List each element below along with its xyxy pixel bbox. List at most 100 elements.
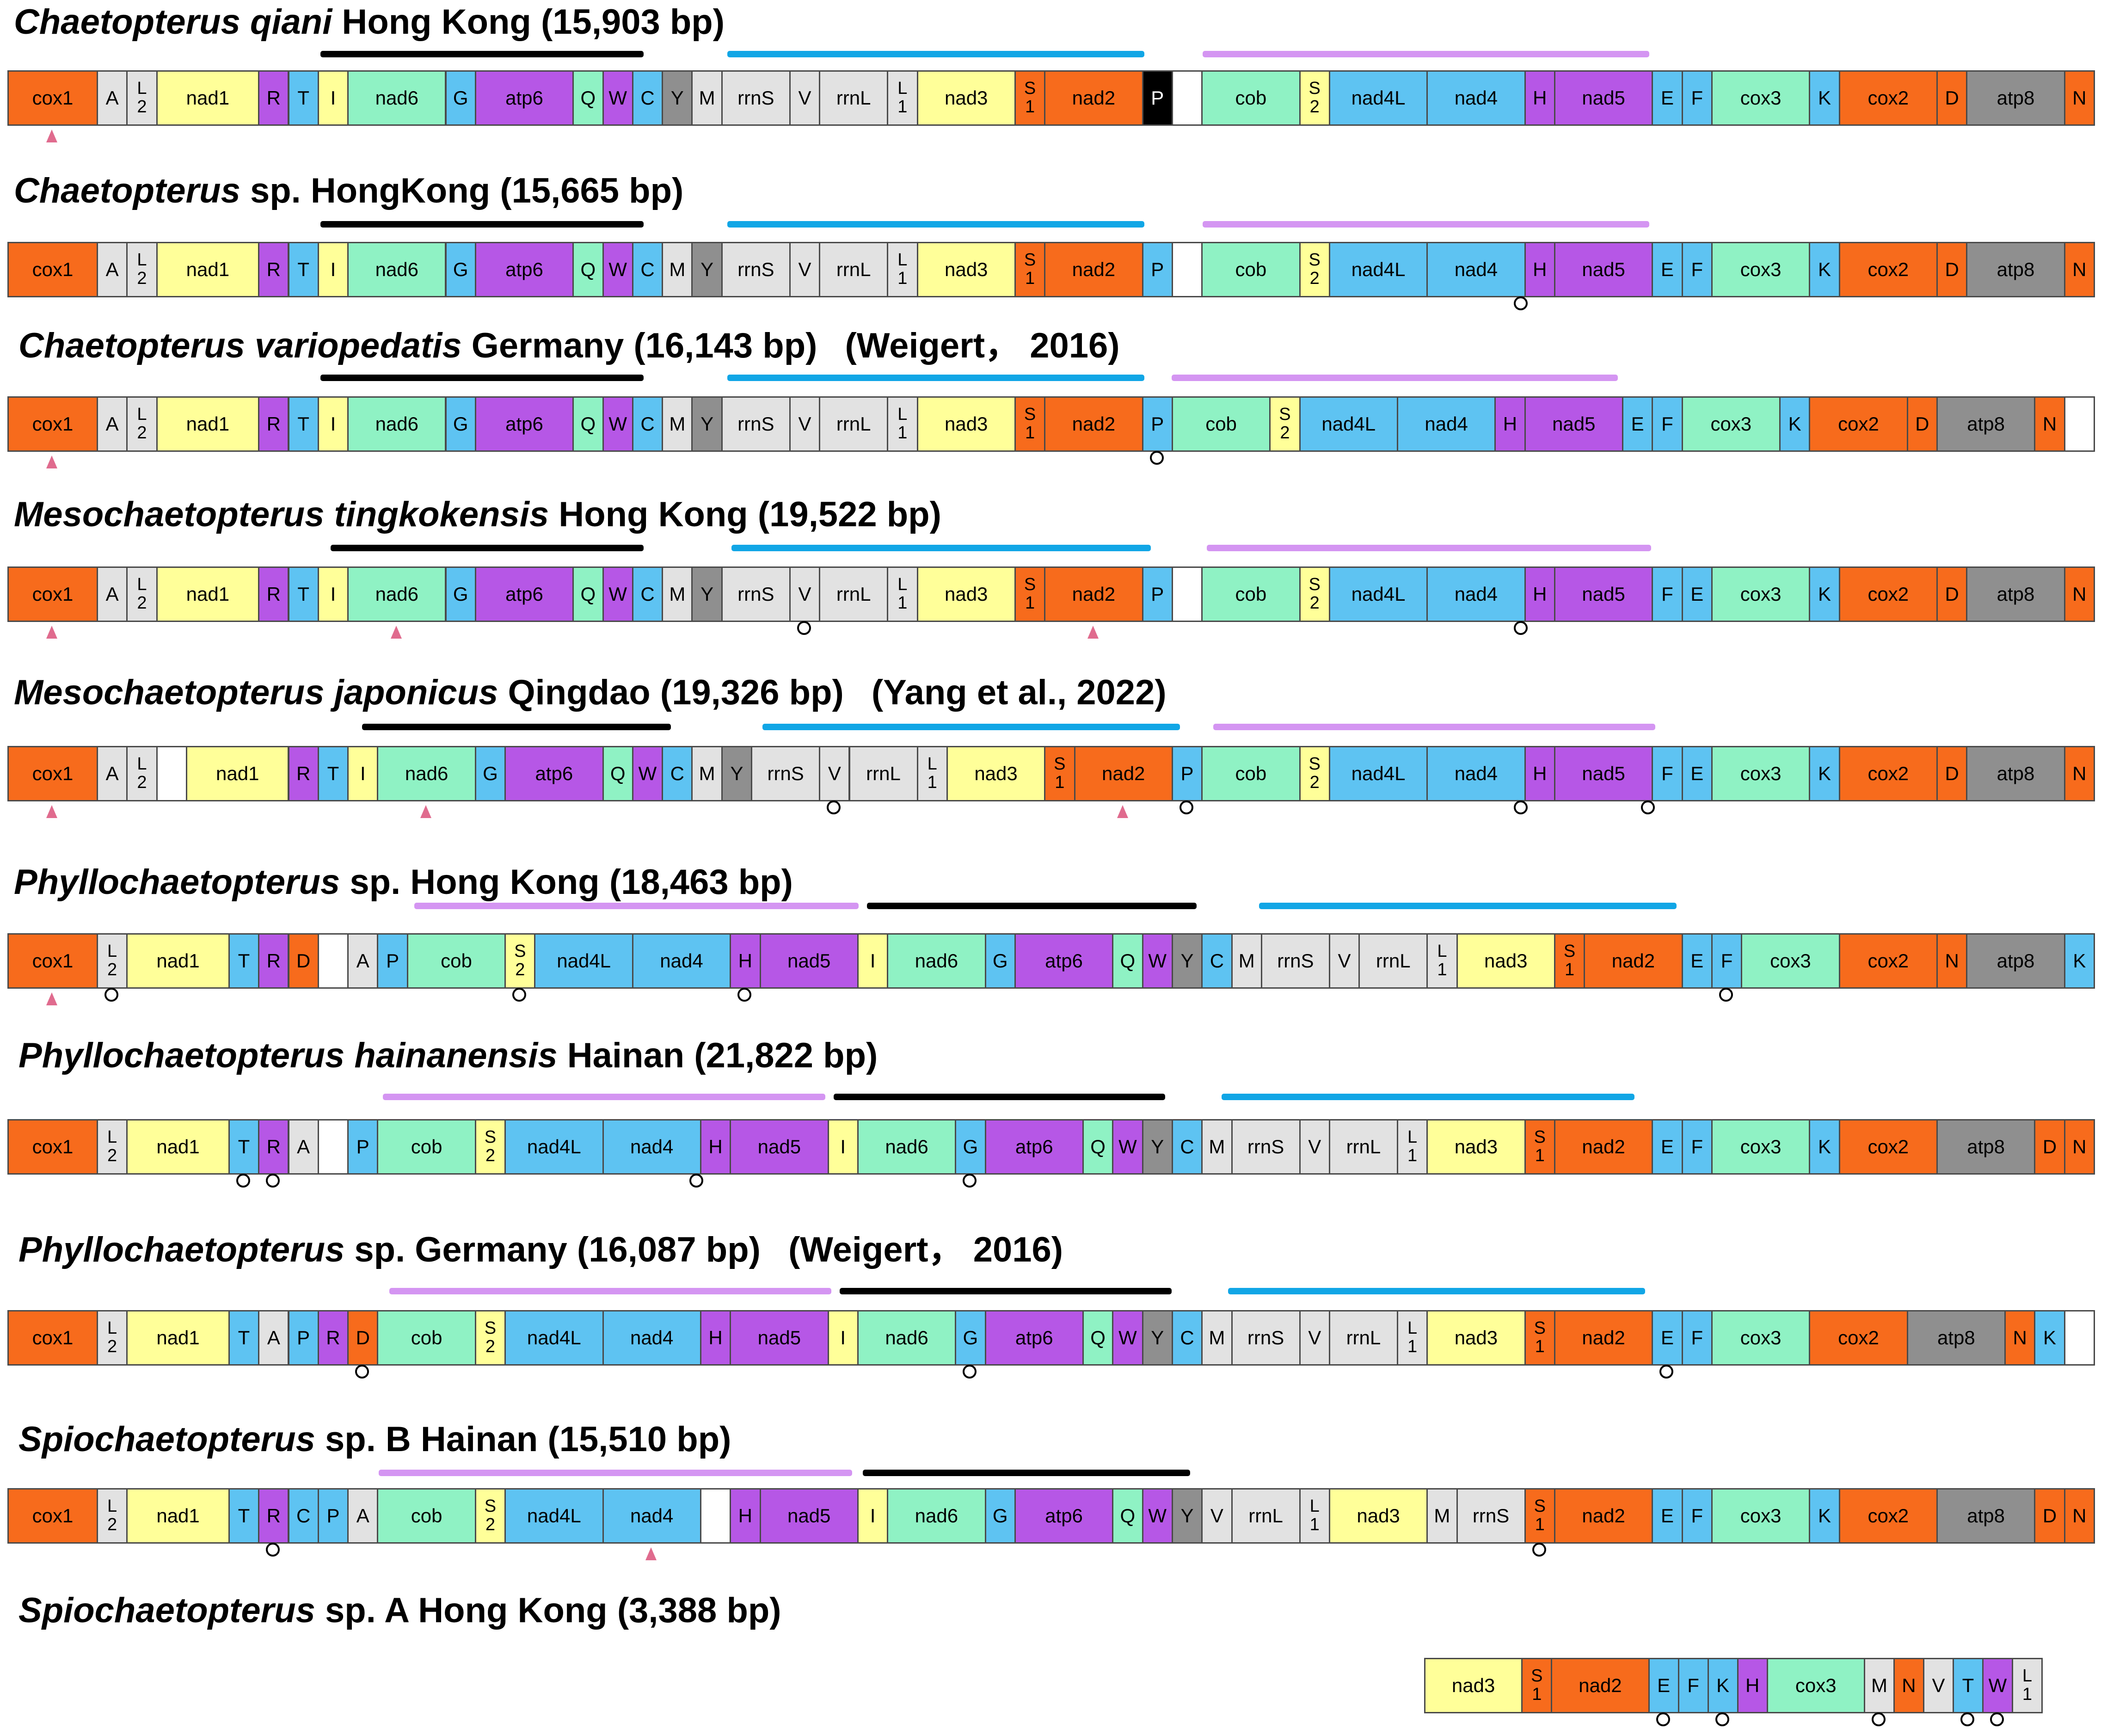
region-bar-blue xyxy=(727,375,1145,381)
gene-label: S 1 xyxy=(1531,1666,1543,1704)
gene-t: T xyxy=(228,1119,260,1175)
gene-label: nad6 xyxy=(375,413,419,435)
gene-nad1: nad1 xyxy=(126,933,230,989)
gene-label: nad3 xyxy=(1454,1327,1498,1348)
gene-p: P xyxy=(1142,396,1173,452)
region-bar-blue xyxy=(727,221,1145,228)
gene-t: T xyxy=(288,242,319,297)
gene-a: A xyxy=(96,396,128,452)
gene-label: H xyxy=(708,1327,723,1348)
gene-label: N xyxy=(2072,259,2087,280)
gene-r: R xyxy=(258,933,289,989)
gene-label: atp6 xyxy=(1045,950,1083,972)
gene-t: T xyxy=(228,933,260,989)
circle-marker-icon xyxy=(1180,800,1194,814)
gene-v: V xyxy=(819,746,850,801)
gene-n: N xyxy=(1936,933,1968,989)
gene-k: K xyxy=(1809,242,1840,297)
gene-label: Q xyxy=(1120,950,1136,972)
gene-gap xyxy=(156,746,187,801)
gene-nad2: nad2 xyxy=(1044,566,1143,622)
gene-d: D xyxy=(347,1310,379,1366)
gene-p: P xyxy=(1142,70,1173,126)
track-title: Chaetopterus sp. HongKong (15,665 bp) xyxy=(14,173,683,209)
gene-label: V xyxy=(1308,1327,1321,1348)
gene-label: nad5 xyxy=(787,1505,831,1527)
gene-r: R xyxy=(258,1119,289,1175)
triangle-marker-icon xyxy=(390,626,402,639)
gene-nad1: nad1 xyxy=(126,1119,230,1175)
gene-nad1: nad1 xyxy=(156,566,260,622)
region-bar-pink xyxy=(389,1288,832,1294)
gene-f: F xyxy=(1677,1658,1709,1713)
gene-h: H xyxy=(1494,396,1526,452)
gene-nad4l: nad4L xyxy=(1328,746,1428,801)
gene-m: M xyxy=(1231,933,1262,989)
gene-l1: L 1 xyxy=(2011,1658,2043,1713)
gene-m: M xyxy=(1863,1658,1895,1713)
gene-e: E xyxy=(1622,396,1653,452)
circle-marker-icon xyxy=(1513,296,1528,310)
gene-label: nad6 xyxy=(885,1327,928,1348)
gene-label: nad4L xyxy=(1321,413,1376,435)
gene-label: K xyxy=(1788,413,1801,435)
gene-label: atp8 xyxy=(1997,763,2035,784)
gene-d: D xyxy=(288,933,319,989)
gene-label: cox3 xyxy=(1740,1505,1782,1527)
gene-s2: S 2 xyxy=(504,933,536,989)
gene-label: V xyxy=(1210,1505,1223,1527)
gene-label: A xyxy=(105,763,119,784)
gene-label: H xyxy=(1533,259,1547,280)
gene-label: nad1 xyxy=(186,87,230,109)
gene-atp6: atp6 xyxy=(984,1119,1084,1175)
gene-label: F xyxy=(1661,413,1673,435)
gene-label: cox3 xyxy=(1770,950,1811,972)
citation: (Yang et al., 2022) xyxy=(871,673,1167,712)
triangle-marker-icon xyxy=(46,805,58,818)
gene-label: M xyxy=(699,763,715,784)
gene-e: E xyxy=(1681,566,1713,622)
gene-nad6: nad6 xyxy=(887,1488,986,1544)
gene-nad5: nad5 xyxy=(1554,566,1653,622)
gene-label: nad3 xyxy=(974,763,1018,784)
gene-d: D xyxy=(1936,746,1968,801)
gene-label: D xyxy=(1945,583,1959,605)
gene-label: nad2 xyxy=(1072,259,1116,280)
gene-v: V xyxy=(1923,1658,1954,1713)
gene-m: M xyxy=(662,566,693,622)
gene-label: nad2 xyxy=(1072,583,1116,605)
gene-k: K xyxy=(1809,1488,1840,1544)
triangle-marker-icon xyxy=(46,456,58,468)
gene-nad2: nad2 xyxy=(1554,1310,1653,1366)
gene-nad4: nad4 xyxy=(602,1488,701,1544)
gene-label: rrnS xyxy=(1247,1327,1284,1348)
gene-label: H xyxy=(738,1505,753,1527)
gene-nad2: nad2 xyxy=(1044,70,1143,126)
locality-length: Hong Kong (15,903 bp) xyxy=(332,2,725,42)
gene-atp6: atp6 xyxy=(474,396,574,452)
gene-cox1: cox1 xyxy=(7,933,98,989)
gene-label: cox1 xyxy=(32,87,74,109)
gene-label: cox1 xyxy=(32,950,74,972)
gene-label: Q xyxy=(580,259,596,280)
circle-marker-icon xyxy=(512,988,527,1002)
gene-label: A xyxy=(105,583,119,605)
gene-label: rrnS xyxy=(737,413,774,435)
gene-e: E xyxy=(1652,1119,1683,1175)
gene-rrnl: rrnL xyxy=(848,746,918,801)
gene-label: cox1 xyxy=(32,1136,74,1157)
track-title: Chaetopterus variopedatis Germany (16,14… xyxy=(18,328,1120,363)
gene-g: G xyxy=(474,746,506,801)
gene-label: C xyxy=(640,583,655,605)
gene-s2: S 2 xyxy=(1299,242,1330,297)
gene-label: Y xyxy=(670,87,684,109)
gene-label: M xyxy=(669,413,686,435)
gene-t: T xyxy=(288,70,319,126)
circle-marker-icon xyxy=(266,1543,280,1557)
gene-label: V xyxy=(1338,950,1351,972)
gene-n: N xyxy=(2064,242,2095,297)
gene-cox3: cox3 xyxy=(1711,1119,1811,1175)
gene-label: W xyxy=(1148,1505,1167,1527)
gene-nad3: nad3 xyxy=(1426,1310,1526,1366)
